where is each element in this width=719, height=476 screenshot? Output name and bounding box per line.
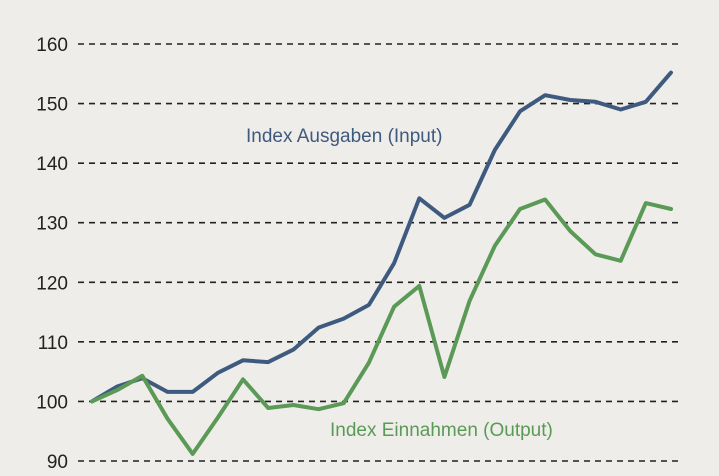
series-label-einnahmen: Index Einnahmen (Output) [330, 420, 553, 441]
series-label-ausgaben: Index Ausgaben (Input) [246, 126, 442, 147]
series-labels: Index Ausgaben (Input) Index Einnahmen (O… [246, 126, 553, 441]
series-lines [90, 70, 673, 456]
series-line-einnahmen [90, 197, 673, 456]
y-tick-label-120: 120 [36, 273, 68, 294]
grid-lines [78, 43, 682, 462]
y-tick-label-140: 140 [36, 154, 68, 175]
series-line-ausgaben [90, 70, 673, 404]
y-tick-label-90: 90 [47, 452, 68, 473]
y-axis-ticks: 90 100 110 120 130 140 150 160 [36, 35, 68, 473]
y-tick-label-160: 160 [36, 35, 68, 56]
y-tick-label-150: 150 [36, 95, 68, 116]
y-tick-label-100: 100 [36, 392, 68, 413]
y-tick-label-130: 130 [36, 214, 68, 235]
y-tick-label-110: 110 [38, 333, 68, 354]
